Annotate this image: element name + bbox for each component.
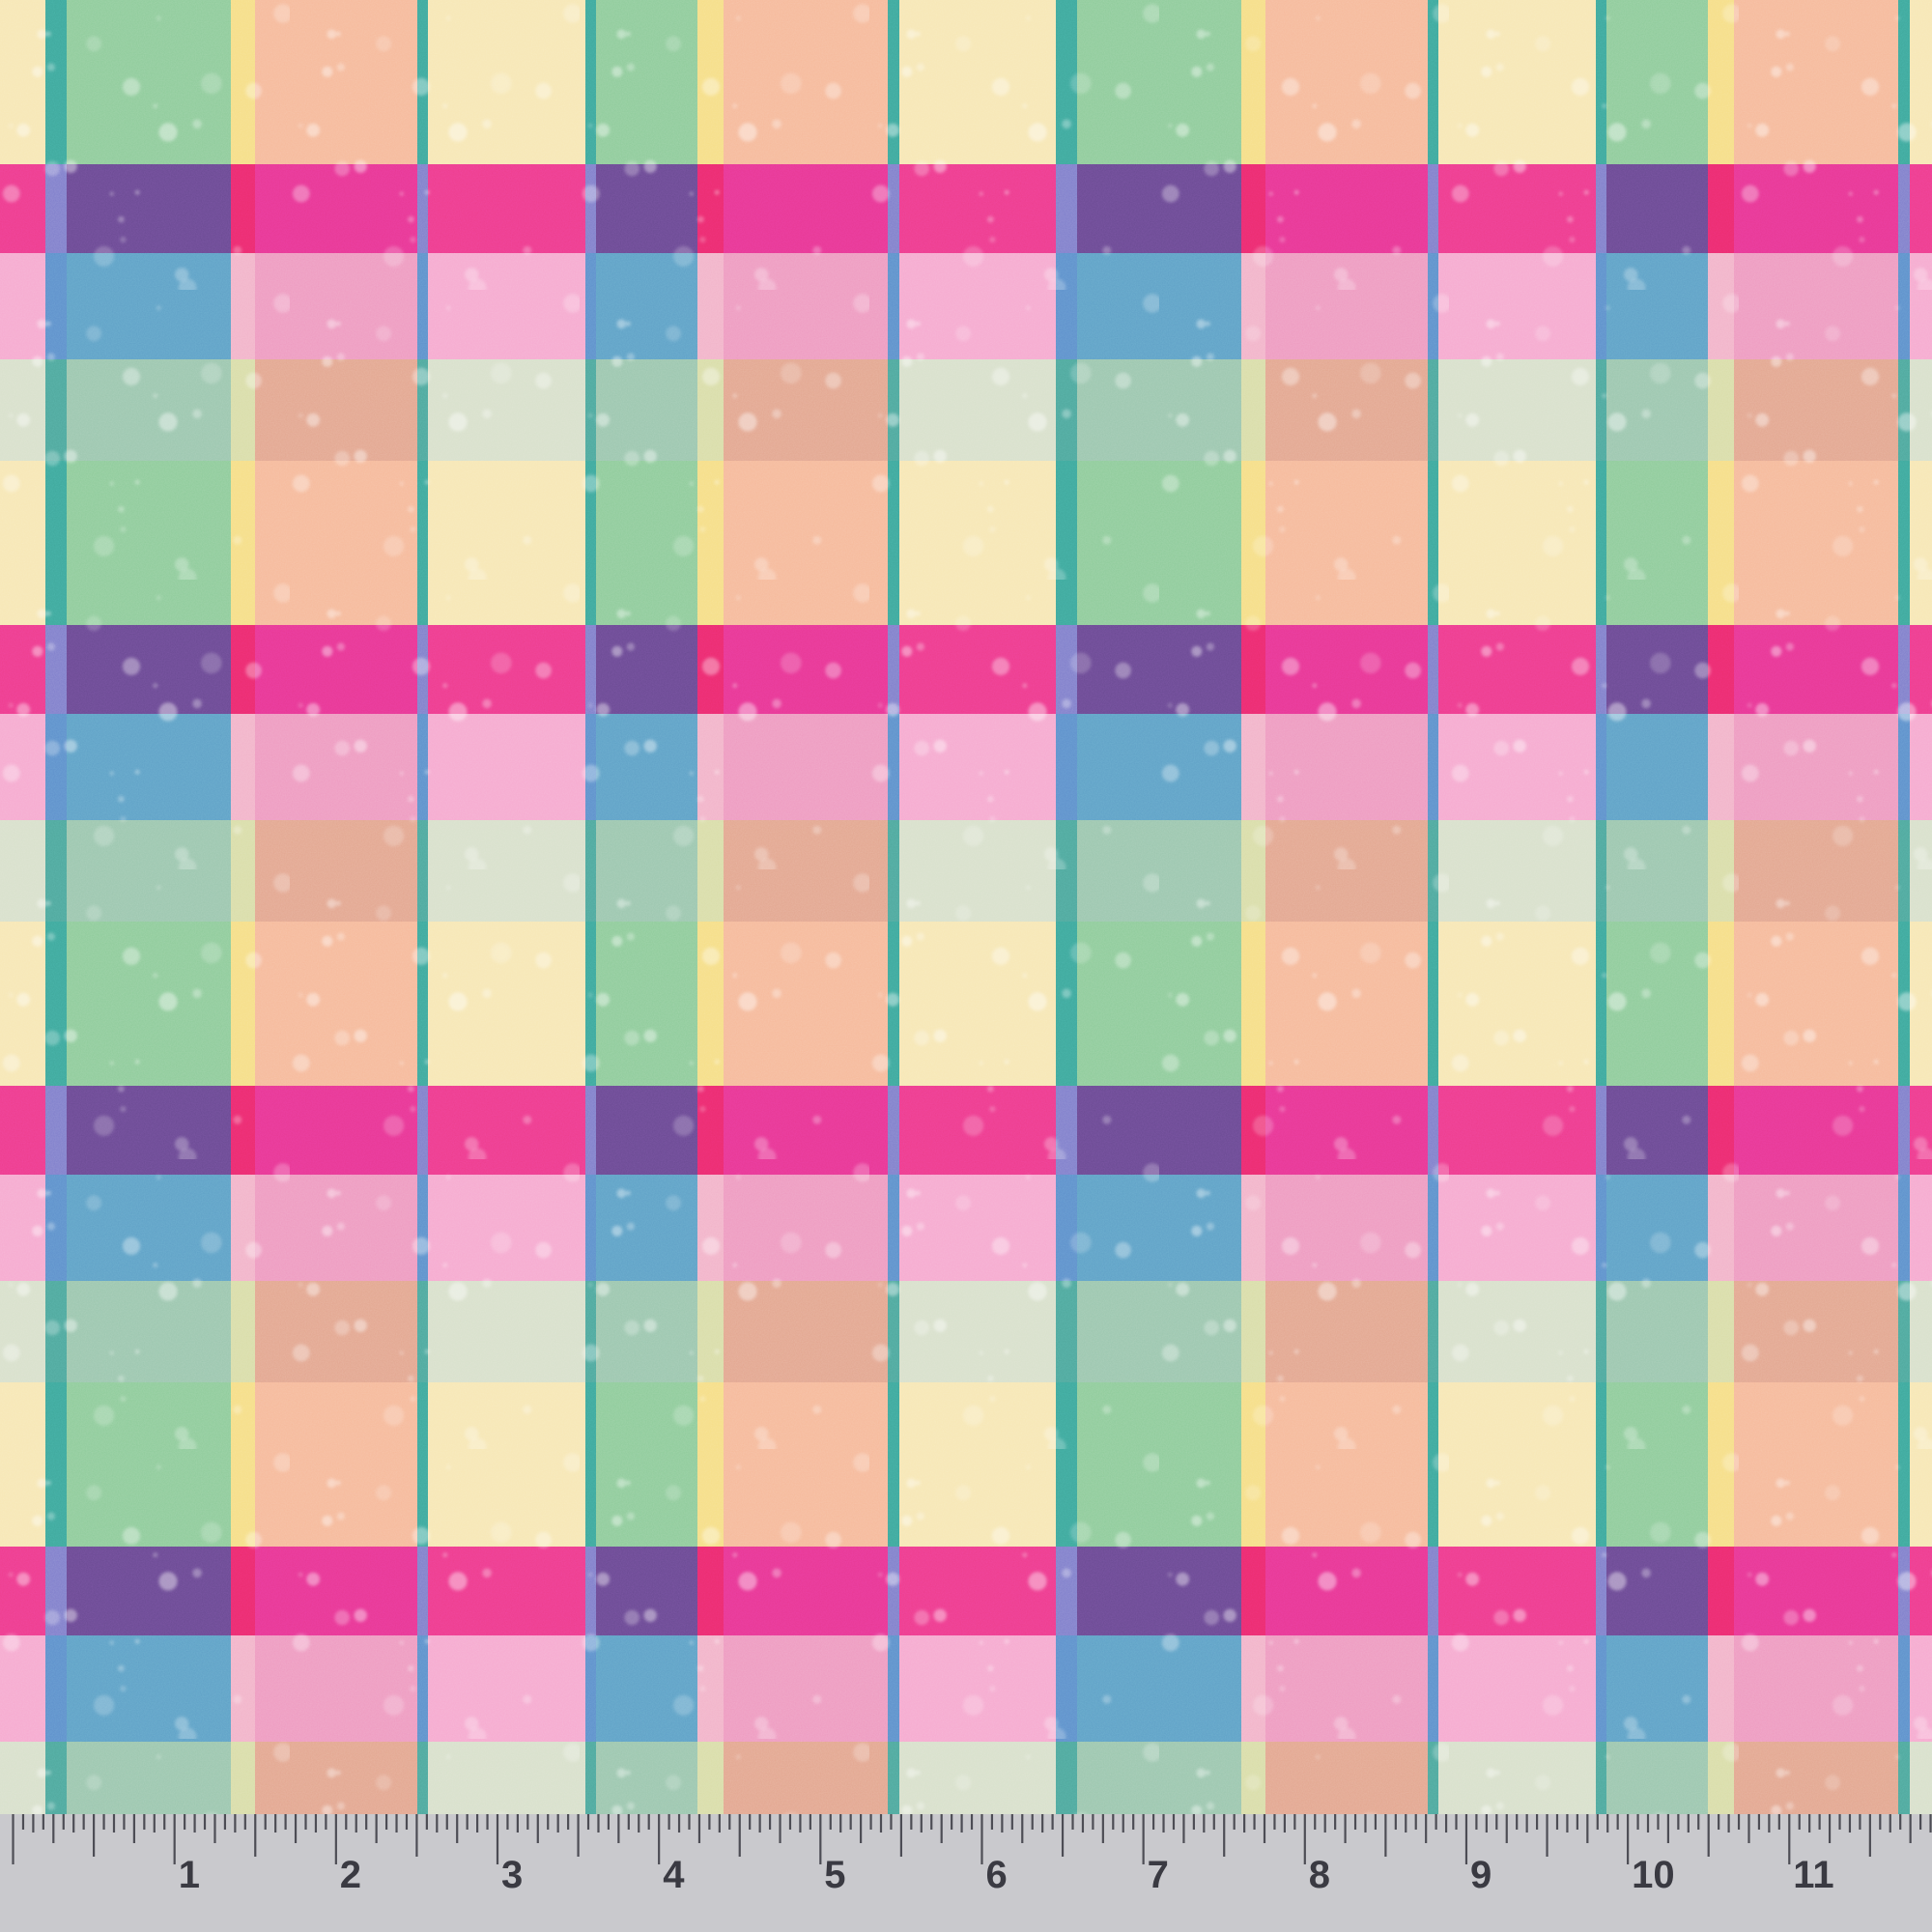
- svg-text:10: 10: [1632, 1854, 1675, 1896]
- svg-text:4: 4: [663, 1854, 685, 1896]
- svg-text:7: 7: [1148, 1854, 1169, 1896]
- svg-text:6: 6: [986, 1854, 1008, 1896]
- svg-text:3: 3: [501, 1854, 523, 1896]
- svg-text:2: 2: [340, 1854, 361, 1896]
- svg-text:1: 1: [179, 1854, 200, 1896]
- svg-text:11: 11: [1793, 1854, 1833, 1896]
- svg-text:9: 9: [1470, 1854, 1492, 1896]
- svg-text:8: 8: [1309, 1854, 1330, 1896]
- svg-text:5: 5: [824, 1854, 845, 1896]
